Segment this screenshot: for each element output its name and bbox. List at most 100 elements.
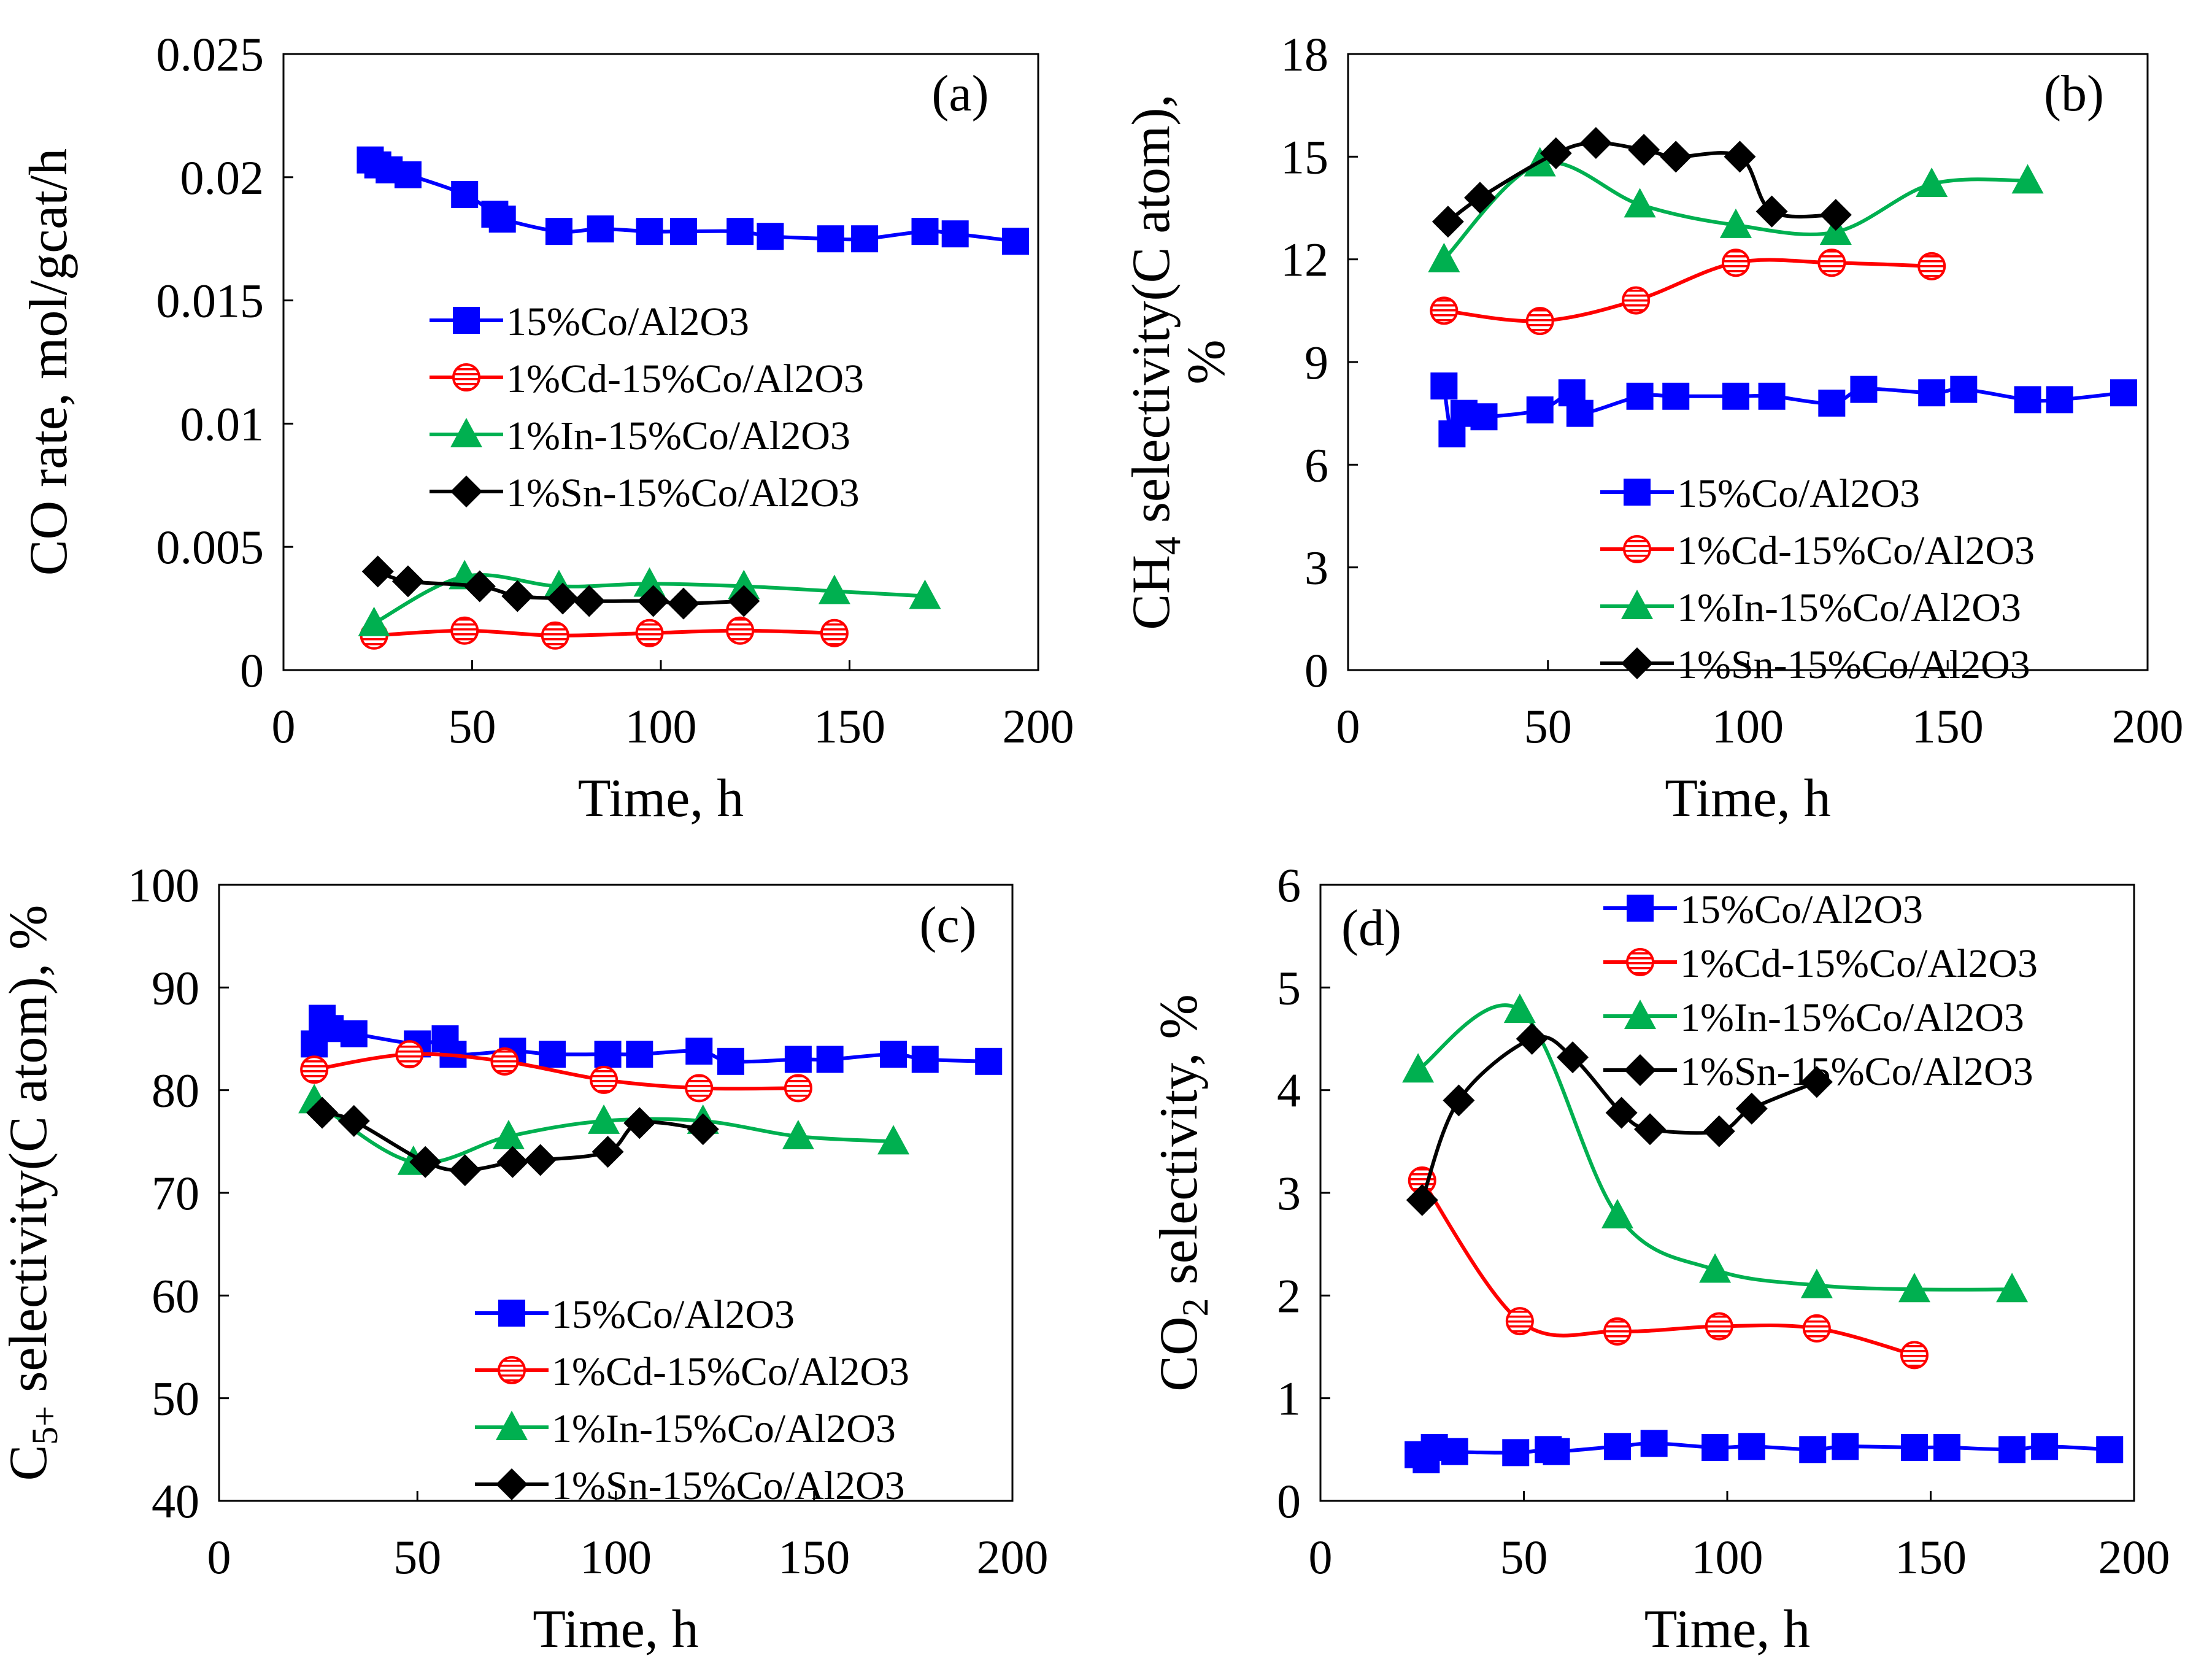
legend-marker bbox=[496, 1468, 528, 1500]
data-point bbox=[1428, 242, 1460, 272]
y-tick-label: 2 bbox=[1277, 1269, 1301, 1322]
legend-label: 1%Cd-15%Co/Al2O3 bbox=[1680, 941, 2038, 986]
series-15pctco-al2o3 bbox=[356, 146, 1030, 255]
data-point bbox=[496, 1146, 529, 1178]
data-point bbox=[685, 1038, 713, 1065]
data-point bbox=[941, 220, 969, 248]
data-point bbox=[909, 579, 941, 609]
y-tick-label: 15 bbox=[1281, 130, 1328, 183]
data-point bbox=[1998, 1436, 2026, 1463]
data-point bbox=[820, 619, 849, 647]
data-point bbox=[623, 1107, 656, 1139]
data-point bbox=[1898, 1273, 1930, 1303]
data-point bbox=[361, 555, 394, 588]
series-line bbox=[1444, 258, 1932, 323]
data-point bbox=[300, 1055, 329, 1084]
data-point bbox=[685, 1074, 714, 1103]
data-point bbox=[1900, 1433, 1928, 1461]
data-point bbox=[1502, 1439, 1530, 1467]
data-point bbox=[1626, 382, 1654, 410]
data-point bbox=[1724, 141, 1756, 173]
x-tick-label: 200 bbox=[2098, 1530, 2170, 1584]
data-point bbox=[817, 225, 844, 253]
series-1pctin-15pctco-al2o3 bbox=[1402, 993, 2029, 1303]
data-point bbox=[1818, 389, 1846, 417]
data-point bbox=[728, 585, 760, 617]
data-point bbox=[1557, 1041, 1589, 1074]
data-point bbox=[592, 1136, 624, 1168]
panel-label: (c) bbox=[919, 896, 976, 954]
x-axis-label: Time, h bbox=[1644, 1600, 1811, 1659]
data-point bbox=[1603, 1317, 1632, 1346]
data-point bbox=[490, 1047, 519, 1076]
legend-label: 15%Co/Al2O3 bbox=[506, 299, 749, 344]
y-axis-label-line2: % bbox=[1177, 339, 1236, 384]
panel-label: (a) bbox=[931, 65, 988, 122]
y-axis-label-part: selectivity(C atom), bbox=[1122, 94, 1181, 536]
legend-entry: 1%In-15%Co/Al2O3 bbox=[1603, 995, 2024, 1040]
x-tick-label: 150 bbox=[778, 1530, 850, 1584]
data-point bbox=[1660, 141, 1692, 173]
data-point bbox=[2031, 1433, 2059, 1460]
series-line bbox=[1420, 1179, 1915, 1357]
panel-c: 0 50 100 150 200 40 50 60 70 80 90 100 Time, h C5+ se… bbox=[0, 858, 1049, 1659]
data-point bbox=[2096, 1436, 2124, 1463]
series-1pctcd-15pctco-al2o3 bbox=[300, 1040, 812, 1103]
x-axis-label: Time, h bbox=[1665, 769, 1831, 828]
data-point bbox=[1540, 137, 1572, 169]
data-point bbox=[637, 585, 669, 617]
data-point bbox=[340, 1020, 368, 1047]
data-point bbox=[1850, 376, 1878, 403]
x-tick-label: 0 bbox=[1336, 700, 1360, 753]
series-15pctco-al2o3 bbox=[1405, 1430, 2124, 1474]
y-tick-label: 0.015 bbox=[156, 274, 264, 328]
data-point bbox=[409, 1146, 442, 1178]
legend-entry: 15%Co/Al2O3 bbox=[430, 299, 749, 344]
data-point bbox=[317, 1015, 344, 1043]
y-tick-label: 0 bbox=[1277, 1474, 1301, 1528]
y-axis-label-subscript: 2 bbox=[1175, 1298, 1216, 1317]
legend-marker bbox=[1624, 1054, 1656, 1086]
legend-entry: 15%Co/Al2O3 bbox=[1600, 471, 1920, 516]
y-tick-label: 5 bbox=[1277, 961, 1301, 1014]
data-point bbox=[687, 1113, 719, 1146]
legend-marker bbox=[1621, 590, 1653, 619]
y-axis-label: C5+ selectivity(C atom), % bbox=[0, 905, 65, 1481]
data-point bbox=[391, 565, 424, 598]
x-axis-label: Time, h bbox=[578, 769, 744, 828]
y-axis-label-subscript: 5+ bbox=[25, 1406, 65, 1445]
data-point bbox=[1441, 1438, 1468, 1465]
data-point bbox=[1002, 228, 1030, 255]
x-tick-label: 100 bbox=[580, 1530, 652, 1584]
data-point bbox=[492, 1119, 525, 1149]
legend-label: 1%Sn-15%Co/Al2O3 bbox=[552, 1463, 905, 1508]
legend: 15%Co/Al2O3 1%Cd-15%Co/Al2O3 1%In-15%Co/Al… bbox=[475, 1292, 909, 1508]
data-point bbox=[784, 1074, 812, 1103]
data-point bbox=[1601, 1198, 1633, 1228]
data-point bbox=[488, 206, 516, 233]
x-tick-label: 0 bbox=[207, 1530, 231, 1584]
data-point bbox=[726, 616, 755, 645]
data-point bbox=[1402, 1053, 1435, 1083]
data-point bbox=[1722, 382, 1749, 410]
legend-label: 15%Co/Al2O3 bbox=[552, 1292, 795, 1337]
y-axis-label-part: selectivity, % bbox=[1149, 994, 1209, 1298]
data-point bbox=[667, 587, 699, 620]
series-1pctsn-15pctco-al2o3 bbox=[361, 555, 760, 620]
series-1pctcd-15pctco-al2o3 bbox=[360, 616, 849, 650]
data-point bbox=[1640, 1430, 1668, 1457]
data-point bbox=[1603, 1433, 1631, 1460]
legend-marker bbox=[1624, 479, 1651, 506]
data-point bbox=[717, 1047, 744, 1075]
data-point bbox=[590, 1065, 619, 1094]
data-point bbox=[1622, 286, 1651, 315]
data-point bbox=[818, 574, 850, 604]
data-point bbox=[1832, 1433, 1859, 1460]
y-axis-label-part: selectivity(C atom), % bbox=[0, 905, 58, 1406]
data-point bbox=[1662, 382, 1690, 410]
data-point bbox=[1543, 1438, 1570, 1465]
data-point bbox=[1800, 1268, 1833, 1298]
x-tick-label: 0 bbox=[272, 700, 296, 753]
x-tick-label: 150 bbox=[1895, 1530, 1967, 1584]
series-15pctco-al2o3 bbox=[301, 1004, 1003, 1075]
